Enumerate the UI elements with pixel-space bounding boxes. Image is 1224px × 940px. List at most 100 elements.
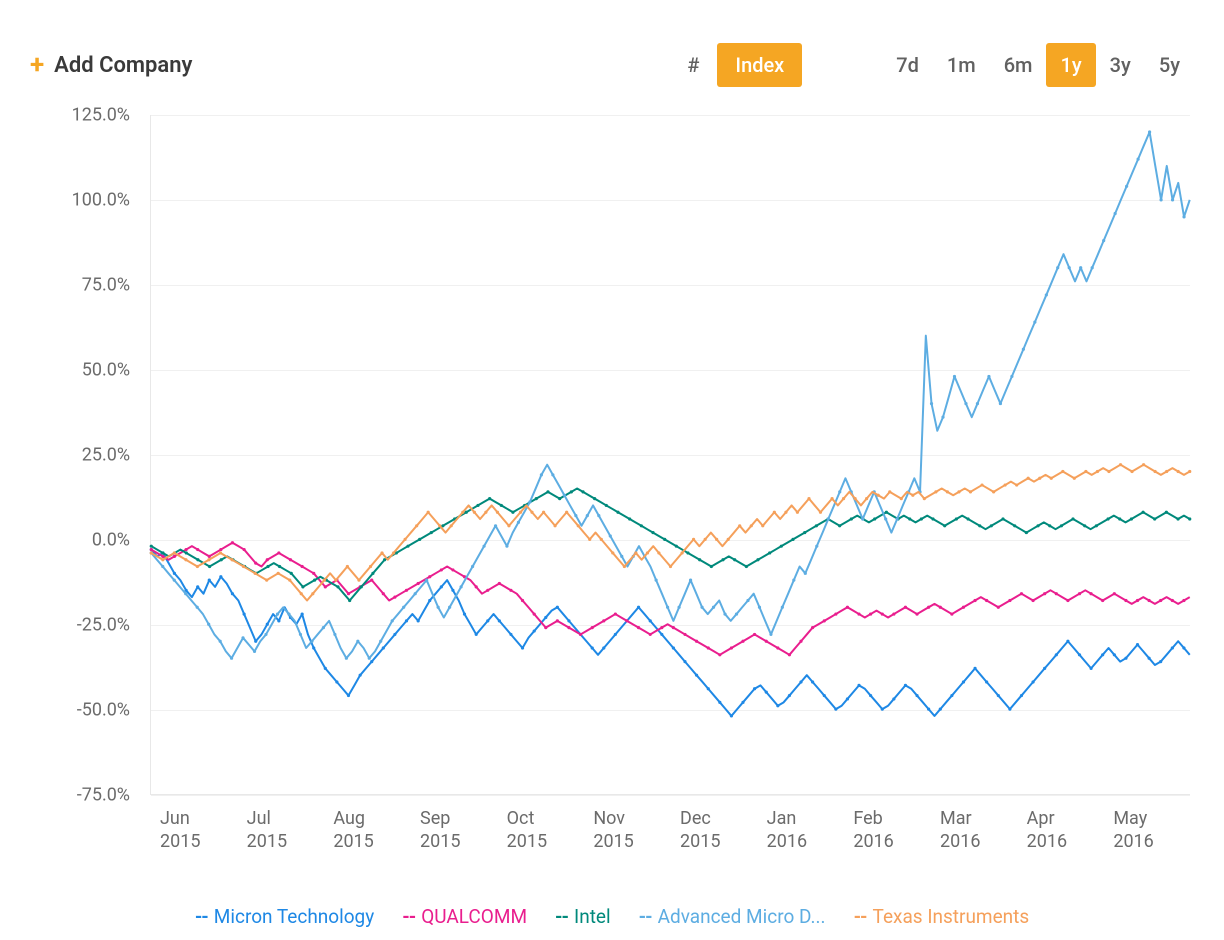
series-marker [450,524,453,527]
series-marker [312,646,315,649]
series-marker [300,592,303,595]
series-marker [488,497,491,500]
series-marker [348,599,351,602]
series-marker [1118,517,1121,520]
series-marker [498,619,501,622]
timerange-5y[interactable]: 5y [1145,43,1194,87]
series-marker [277,551,280,554]
series-marker [1136,599,1139,602]
series-marker [723,612,726,615]
series-marker [371,572,374,575]
series-marker [727,538,730,541]
series-marker [649,619,652,622]
series-marker [735,612,738,615]
series-marker [150,551,153,554]
series-marker [985,599,988,602]
series-marker [346,565,349,568]
view-toggle-hash[interactable]: # [669,43,717,87]
series-marker [207,558,210,561]
series-marker [185,551,188,554]
series-marker [715,538,718,541]
series-marker [649,633,652,636]
legend-dash-icon: -- [639,905,652,928]
series-marker [405,589,408,592]
series-marker [877,494,880,497]
series-marker [738,524,741,527]
x-tick-label: Mar2016 [940,808,980,853]
series-marker [519,511,522,514]
view-toggle-index[interactable]: Index [717,43,802,87]
series-marker [391,619,394,622]
series-marker [509,589,512,592]
series-marker [780,545,783,548]
series-marker [184,558,187,561]
series-marker [721,558,724,561]
series-marker [788,653,791,656]
series-marker [1101,599,1104,602]
series-marker [579,633,582,636]
series-marker [563,494,566,497]
plot-area [150,115,1190,795]
series-marker [301,585,304,588]
series-marker [896,517,899,520]
series-marker [345,657,348,660]
legend-item[interactable]: --Texas Instruments [854,905,1030,928]
series-marker [689,579,692,582]
legend-item[interactable]: --Advanced Micro D... [639,905,826,928]
timerange-1y[interactable]: 1y [1046,43,1095,87]
series-marker [173,572,176,575]
timerange-3y[interactable]: 3y [1096,43,1145,87]
timerange-7d[interactable]: 7d [882,43,933,87]
add-company-button[interactable]: + Add Company [30,52,192,78]
series-marker [1008,708,1011,711]
series-marker [208,555,211,558]
series-marker [1050,477,1053,480]
series-marker [663,538,666,541]
series-marker [985,680,988,683]
series-marker [997,606,1000,609]
series-marker [962,606,965,609]
series-marker [1165,470,1168,473]
x-tick-label: Jul2015 [247,808,287,853]
series-marker [311,592,314,595]
series-marker [591,646,594,649]
x-tick-label: May2016 [1113,808,1153,853]
series-marker [946,490,949,493]
series-marker [370,660,373,663]
timerange-6m[interactable]: 6m [990,43,1047,87]
series-marker [799,680,802,683]
series-marker [369,565,372,568]
series-marker [850,517,853,520]
series-marker [241,636,244,639]
series-marker [593,497,596,500]
y-tick-label: -25.0% [77,615,130,636]
series-marker [521,646,524,649]
legend-item[interactable]: --QUALCOMM [402,905,527,928]
chart-lines [151,115,1190,794]
series-marker [707,687,710,690]
y-tick-label: 100.0% [72,190,130,211]
series-marker [973,599,976,602]
series-marker [695,674,698,677]
series-marker [333,633,336,636]
series-marker [773,511,776,514]
series-marker [290,572,293,575]
legend-label: Texas Instruments [873,905,1030,928]
timerange-1m[interactable]: 1m [933,43,990,87]
x-axis: Jun2015Jul2015Aug2015Sep2015Oct2015Nov20… [150,800,1190,860]
series-marker [287,612,290,615]
series-marker [570,490,573,493]
series-marker [776,646,779,649]
series-line [151,132,1189,658]
series-marker [219,551,222,554]
series-marker [927,708,930,711]
series-marker [347,694,350,697]
series-marker [379,640,382,643]
legend-item[interactable]: --Micron Technology [195,905,374,928]
series-marker [1031,680,1034,683]
series-marker [196,548,199,551]
legend-item[interactable]: --Intel [555,905,611,928]
series-marker [277,572,280,575]
series-marker [1008,599,1011,602]
series-marker [288,579,291,582]
